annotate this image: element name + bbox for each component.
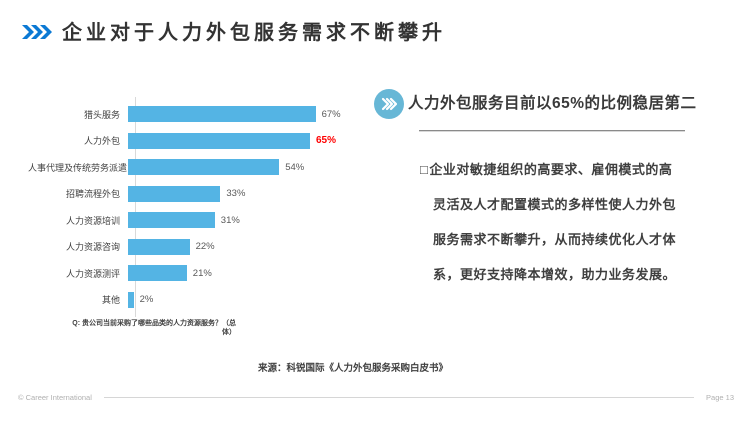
chart-category-label: 人力资源咨询 <box>65 242 120 253</box>
slide-footer: © Career International Page 13 <box>18 390 734 404</box>
chart-bar-area: 2% <box>128 291 154 308</box>
chart-value-label: 22% <box>195 241 215 253</box>
bar-chart-rows: 猎头服务 67% 人力外包 65% 人事代理及传统劳务派遣 54% 招聘流程外包 33% 人力资… <box>28 101 358 313</box>
chart-value-label: 65% <box>316 135 337 147</box>
chart-category-label: 招聘流程外包 <box>65 189 120 200</box>
page-title: 企业对于人力外包服务需求不断攀升 <box>62 22 446 44</box>
chart-category-label: 人力资源培训 <box>65 215 120 226</box>
body-text: 企业对敏捷组织的高要求、雇佣模式的高灵活及人才配置模式的多样性使人力外包服务需求… <box>429 162 677 282</box>
source-citation: 来源：科锐国际《人力外包服务采购白皮书》 <box>257 363 448 374</box>
page-number: Page 13 <box>706 392 734 402</box>
chevron-badge <box>374 89 404 119</box>
chart-bar <box>128 132 310 149</box>
chart-row: 招聘流程外包 33% <box>28 181 358 208</box>
chart-category-label: 猎头服务 <box>83 109 120 120</box>
chart-row: 人力外包 65% <box>28 128 358 155</box>
chart-row: 其他 2% <box>28 287 358 314</box>
chart-bar-area: 33% <box>128 185 246 202</box>
chart-value-label: 21% <box>192 267 212 279</box>
chart-bar <box>128 265 187 282</box>
chart-row: 猎头服务 67% <box>28 101 358 128</box>
chart-row: 人力资源培训 31% <box>28 207 358 234</box>
chart-value-label: 33% <box>226 188 246 200</box>
chart-bar-area: 54% <box>128 159 305 176</box>
chart-category-label: 其他 <box>101 295 120 306</box>
chart-value-label: 54% <box>285 161 305 173</box>
chart-bar-area: 67% <box>128 106 341 123</box>
double-chevron-icon <box>381 97 397 111</box>
footer-divider-line <box>103 396 695 398</box>
chart-category-label: 人力外包 <box>83 136 120 147</box>
body-paragraph: □企业对敏捷组织的高要求、雇佣模式的高灵活及人才配置模式的多样性使人力外包服务需… <box>420 152 684 292</box>
chart-category-label: 人事代理及传统劳务派遣 <box>28 162 128 173</box>
chart-value-label: 67% <box>321 108 341 120</box>
chart-category-label: 人力资源测评 <box>65 268 120 279</box>
chart-bar <box>128 212 215 229</box>
chart-bar-area: 21% <box>128 265 212 282</box>
triple-chevron-icon <box>22 24 52 39</box>
heading-divider <box>419 130 685 132</box>
chart-bar <box>128 159 280 176</box>
square-bullet-icon: □ <box>420 162 429 177</box>
chart-bar <box>128 106 316 123</box>
chart-bar <box>128 185 221 202</box>
chart-row: 人力资源测评 21% <box>28 260 358 287</box>
title-row: 企业对于人力外包服务需求不断攀升 <box>22 16 446 45</box>
chart-bar-area: 22% <box>128 238 215 255</box>
chart-row: 人事代理及传统劳务派遣 54% <box>28 154 358 181</box>
chart-row: 人力资源咨询 22% <box>28 234 358 261</box>
chart-footnote: Q: 贵公司当前采购了哪些品类的人力资源服务？（总体） <box>72 320 236 336</box>
bar-chart: 猎头服务 67% 人力外包 65% 人事代理及传统劳务派遣 54% 招聘流程外包 33% 人力资… <box>28 97 358 317</box>
chart-bar-area: 65% <box>128 132 337 149</box>
section-heading: 人力外包服务目前以65%的比例稳居第二 <box>408 95 697 112</box>
chart-value-label: 2% <box>139 294 154 306</box>
chart-bar <box>128 238 190 255</box>
copyright-text: © Career International <box>18 392 92 402</box>
chart-bar-area: 31% <box>128 212 240 229</box>
chart-axis-line <box>135 97 136 317</box>
chart-value-label: 31% <box>220 214 240 226</box>
chart-bar <box>128 291 134 308</box>
